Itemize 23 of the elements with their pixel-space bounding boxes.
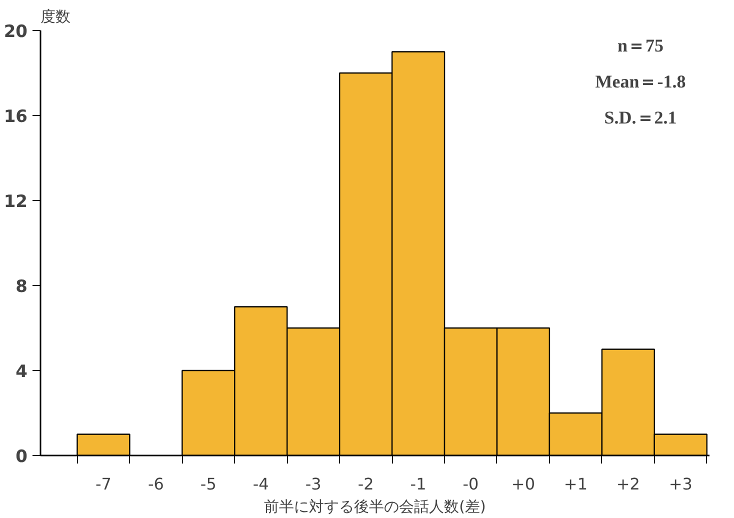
y-tick-label: 16 [4, 107, 28, 127]
x-tick-label: -7 [95, 474, 112, 494]
x-tick-label: -2 [358, 474, 374, 494]
annotation: S.D.＝2.1 [604, 108, 677, 128]
x-tick-label: +3 [668, 474, 692, 494]
x-tick-label: -4 [252, 474, 269, 494]
x-axis-title: 前半に対する後半の会話人数(差) [264, 498, 486, 516]
y-tick-label: 8 [16, 277, 28, 297]
y-tick-label: 0 [16, 447, 28, 467]
x-tick-label: -5 [200, 474, 216, 494]
y-axis-title: 度数 [40, 8, 70, 26]
y-tick-label: 4 [16, 362, 28, 382]
x-tick-label: +0 [511, 474, 536, 494]
x-tick-label: -1 [410, 474, 426, 494]
annotation: Mean＝-1.8 [595, 72, 686, 92]
y-tick-label: 20 [4, 22, 28, 42]
x-tick-label: -3 [305, 474, 322, 494]
x-tick-label: -0 [462, 474, 479, 494]
y-tick-label: 12 [4, 192, 28, 212]
x-tick-label: +1 [564, 474, 588, 494]
annotation: n＝75 [617, 36, 664, 56]
x-tick-label: -6 [148, 474, 164, 494]
x-tick-label: +2 [616, 474, 640, 494]
